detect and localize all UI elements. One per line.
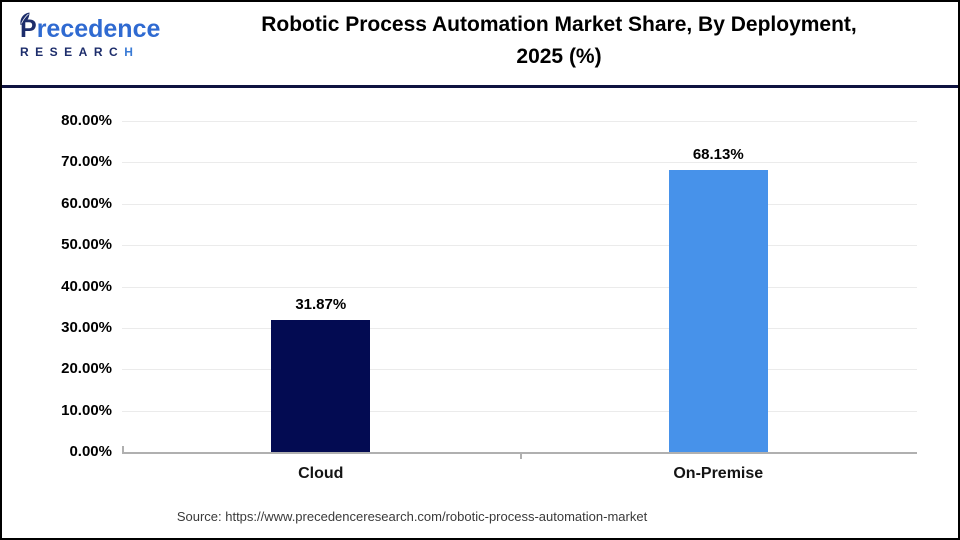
chart-title: Robotic Process Automation Market Share,… — [172, 9, 946, 73]
x-axis-center-tick — [519, 454, 522, 459]
brand-logo: Precedence RESEARCH — [18, 12, 170, 59]
y-axis-tick-label: 30.00% — [61, 318, 112, 336]
bar-on-premise — [668, 170, 768, 452]
x-axis-line — [122, 452, 917, 454]
gridline — [122, 162, 917, 164]
value-label-on-premise: 68.13% — [692, 146, 744, 164]
header: Precedence RESEARCH Robotic Process Auto… — [2, 2, 958, 88]
y-axis-tick-label: 40.00% — [61, 277, 112, 295]
gridline — [122, 410, 917, 412]
gridline — [122, 121, 917, 122]
y-axis-tick-label: 20.00% — [61, 360, 112, 378]
x-axis-category-label-cloud: Cloud — [298, 465, 344, 482]
gridline — [122, 245, 917, 247]
gridline — [122, 327, 917, 329]
brand-subtitle: RESEARCH — [20, 45, 140, 59]
y-axis-tick-label: 0.00% — [69, 443, 112, 460]
chart-title-line2: 2025 (%) — [516, 45, 602, 68]
x-axis-category-label-on-premise: On-Premise — [673, 465, 764, 482]
y-axis-tick-label: 70.00% — [61, 153, 112, 171]
bar-cloud — [271, 320, 371, 452]
gridline — [122, 203, 917, 205]
gridline — [122, 369, 917, 371]
gridline — [122, 286, 917, 288]
brand-name: Precedence — [20, 15, 161, 43]
chart-title-line1: Robotic Process Automation Market Share,… — [261, 13, 857, 36]
y-axis-tick-label: 10.00% — [61, 401, 112, 419]
y-axis-tick-label: 80.00% — [61, 112, 112, 129]
value-label-cloud: 31.87% — [295, 296, 347, 314]
y-axis-origin-tick — [122, 446, 124, 452]
y-axis-tick-label: 60.00% — [61, 194, 112, 212]
y-axis-tick-label: 50.00% — [61, 236, 112, 254]
source-citation: Source: https://www.precedenceresearch.c… — [176, 509, 648, 524]
leaf-icon — [18, 12, 31, 31]
